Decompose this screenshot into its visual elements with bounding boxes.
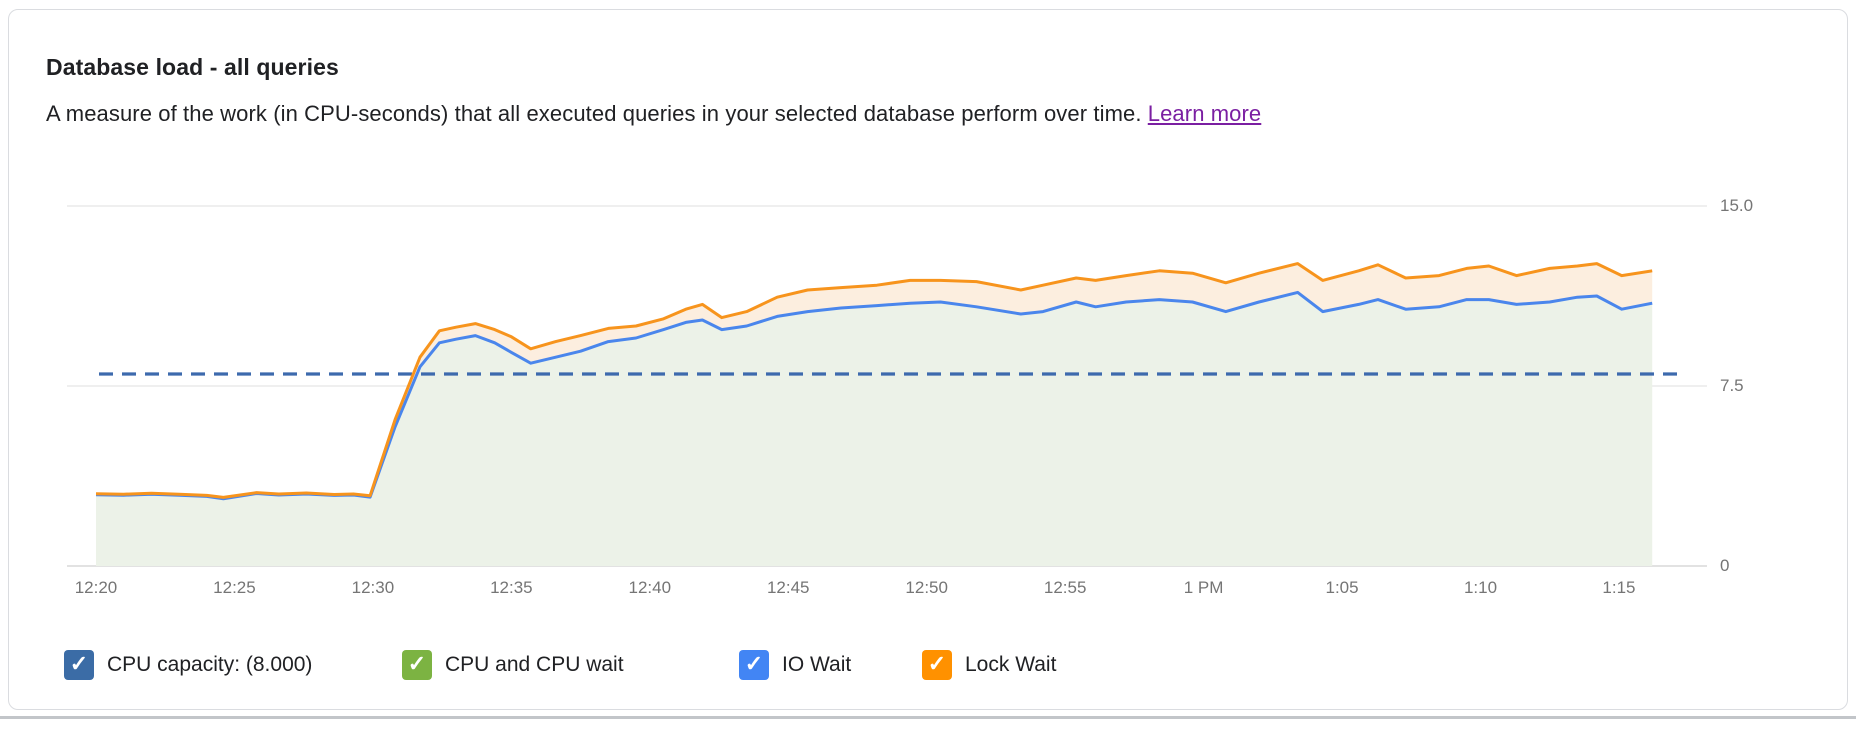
cpu-wait-area [96,292,1653,566]
x-axis-label: 1:10 [1463,578,1498,597]
x-axis-label: 1:15 [1602,578,1636,597]
x-axis-label: 12:20 [74,578,118,597]
chart-legend: ✓ CPU capacity: (8.000) ✓ CPU and CPU wait ✓… [9,650,1856,682]
legend-label: CPU capacity: (8.000) [107,653,313,676]
legend-item-io-wait[interactable]: ✓ IO Wait [739,650,851,680]
lock-wait-area [96,263,1653,499]
x-axis-label: 1 PM [1183,578,1224,597]
legend-label: IO Wait [782,653,852,676]
checkmark-icon: ✓ [69,651,89,676]
page-title: Database load - all queries [46,54,339,80]
x-axis-label: 12:25 [213,578,256,597]
checkmark-icon: ✓ [407,651,427,676]
legend-item-lock-wait[interactable]: ✓ Lock Wait [922,650,1056,680]
learn-more-link[interactable]: Learn more [1147,101,1262,126]
legend-item-cpu-capacity-8-000[interactable]: ✓ CPU capacity: (8.000) [64,650,312,680]
load-chart-svg [67,205,1707,567]
chart-area[interactable]: 12:20 12:25 12:30 12:35 12:40 12:45 12:50 12:55… [9,10,1856,730]
legend-checkbox[interactable]: ✓ [739,650,769,680]
database-load-card: Database load - all queries A measure of… [8,9,1848,710]
x-axis-label: 12:50 [905,578,948,597]
description-text: A measure of the work (in CPU-seconds) t… [46,101,1142,126]
legend-label: CPU and CPU wait [445,653,624,676]
y-axis-label: 0 [1720,556,1730,575]
checkmark-icon: ✓ [744,651,764,676]
legend-item-cpu-and-cpu-wait[interactable]: ✓ CPU and CPU wait [402,650,624,680]
y-axis-label: 15.0 [1720,196,1754,215]
lock-wait-line [95,262,1653,499]
legend-checkbox[interactable]: ✓ [402,650,432,680]
legend-checkbox[interactable]: ✓ [922,650,952,680]
x-axis-label: 12:40 [628,578,672,597]
legend-label: Lock Wait [965,653,1057,676]
checkmark-icon: ✓ [927,651,947,676]
x-axis-label: 12:30 [351,578,395,597]
bottom-divider [0,716,1856,719]
x-axis-label: 12:45 [766,578,810,597]
page-description: A measure of the work (in CPU-seconds) t… [46,101,1261,127]
legend-checkbox[interactable]: ✓ [64,650,94,680]
x-axis-label: 12:35 [490,578,533,597]
y-axis-label: 7.5 [1720,376,1744,395]
x-axis-label: 12:55 [1043,578,1087,597]
x-axis-label: 1:05 [1325,578,1359,597]
